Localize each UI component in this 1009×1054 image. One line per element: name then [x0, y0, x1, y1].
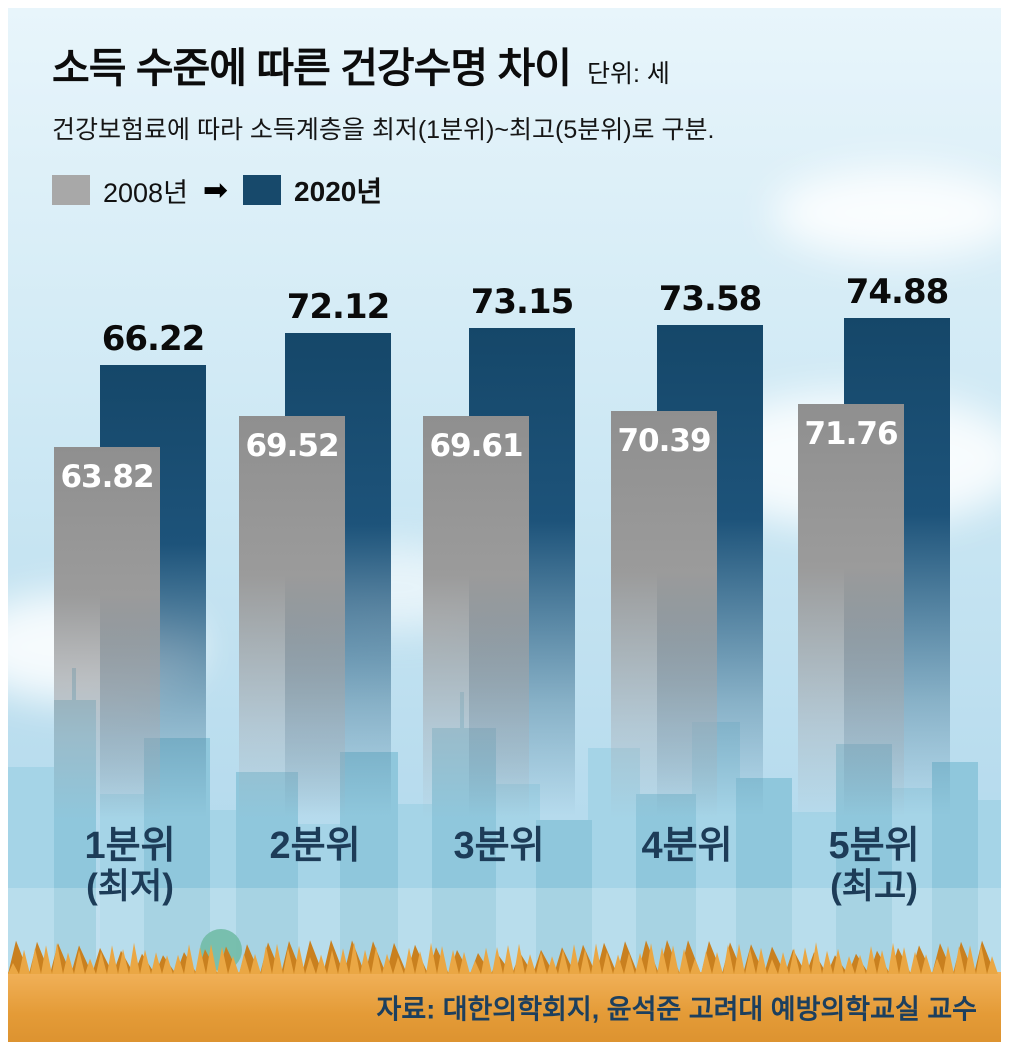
bar-2008: [239, 416, 345, 836]
page-title: 소득 수준에 따른 건강수명 차이: [52, 45, 572, 91]
category-main: 3분위: [453, 825, 545, 867]
value-label-2008: 69.52: [245, 428, 339, 464]
category-label: 4분위: [587, 825, 787, 868]
title-row: 소득 수준에 따른 건강수명 차이 단위: 세: [52, 34, 714, 94]
value-label-2020: 66.22: [101, 319, 206, 359]
chart-header: 소득 수준에 따른 건강수명 차이 단위: 세 건강보험료에 따라 소득계층을 …: [52, 34, 714, 210]
category-sub: (최고): [830, 866, 918, 906]
legend: 2008년 ➡ 2020년: [52, 170, 714, 210]
category-label: 2분위: [215, 825, 415, 868]
category-sub: (최저): [86, 866, 174, 906]
legend-swatch-2008: [52, 175, 90, 205]
category-main: 2분위: [269, 825, 361, 867]
arrow-right-icon: ➡: [202, 173, 229, 207]
grass-icon: [8, 940, 1001, 974]
value-label-2020: 72.12: [286, 287, 391, 327]
bar-2008: [54, 447, 160, 836]
chart-subtitle: 건강보험료에 따라 소득계층을 최저(1분위)~최고(5분위)로 구분.: [52, 116, 715, 144]
category-label: 1분위 (최저): [30, 825, 230, 906]
legend-label-2008: 2008년: [103, 177, 188, 208]
category-main: 4분위: [641, 825, 733, 867]
source-credit: 자료: 대한의학회지, 윤석준 고려대 예방의학교실 교수: [376, 994, 977, 1025]
unit-label: 단위: 세: [586, 60, 670, 88]
category-label: 3분위: [399, 825, 599, 868]
value-label-2008: 71.76: [804, 416, 898, 452]
category-label: 5분위 (최고): [774, 825, 974, 906]
value-label-2008: 70.39: [617, 423, 711, 459]
category-main: 1분위: [84, 825, 176, 867]
value-label-2020: 73.58: [658, 279, 763, 319]
ground-strip: 자료: 대한의학회지, 윤석준 고려대 예방의학교실 교수: [8, 940, 1001, 1042]
bar-2008: [611, 411, 717, 836]
skyline-buildings-dark: [54, 668, 978, 972]
bar-2008: [798, 404, 904, 836]
category-main: 5분위: [828, 825, 920, 867]
legend-swatch-2020: [243, 175, 282, 205]
cloud-icon: [772, 168, 1009, 258]
grass-front-blades: [8, 942, 1001, 974]
value-label-2008: 63.82: [60, 459, 154, 495]
bar-2008: [423, 416, 529, 836]
value-label-2008: 69.61: [429, 428, 523, 464]
value-label-2020: 73.15: [470, 282, 575, 322]
value-label-2020: 74.88: [845, 272, 950, 312]
legend-label-2020: 2020년: [294, 176, 383, 207]
